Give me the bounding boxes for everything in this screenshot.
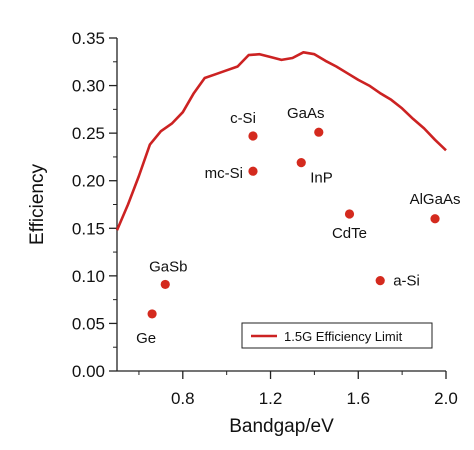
x-tick-label: 0.8 xyxy=(171,389,195,408)
data-point xyxy=(160,279,170,290)
x-axis-title: Bandgap/eV xyxy=(229,416,334,437)
x-tick-label: 1.2 xyxy=(259,389,283,408)
y-tick-label: 0.00 xyxy=(72,362,105,381)
point-label: a-Si xyxy=(393,273,420,290)
data-point xyxy=(248,131,258,141)
data-point xyxy=(344,209,355,219)
point-label: AlGaAs xyxy=(410,191,461,208)
point-label: Ge xyxy=(136,330,156,347)
y-tick-label: 0.05 xyxy=(72,314,105,333)
x-tick-label: 2.0 xyxy=(434,389,458,408)
data-point xyxy=(248,166,258,176)
efficiency-limit-line xyxy=(115,50,447,231)
data-point xyxy=(430,214,440,224)
data-point xyxy=(375,276,385,286)
point-label: CdTe xyxy=(332,225,367,242)
point-label: GaAs xyxy=(287,105,325,122)
y-tick-label: 0.25 xyxy=(72,124,105,143)
y-tick-label: 0.30 xyxy=(72,77,105,96)
data-point xyxy=(147,309,157,319)
data-point xyxy=(314,127,324,137)
y-tick-label: 0.35 xyxy=(72,29,105,48)
legend-label: 1.5G Efficiency Limit xyxy=(284,329,403,344)
y-axis-title: Efficiency xyxy=(27,164,48,245)
y-tick-label: 0.10 xyxy=(72,267,105,286)
point-label: GaSb xyxy=(149,258,187,275)
data-point xyxy=(296,158,306,168)
point-label: InP xyxy=(310,170,333,187)
y-tick-label: 0.20 xyxy=(72,172,105,191)
point-label: mc-Si xyxy=(205,165,243,182)
y-tick-label: 0.15 xyxy=(72,219,105,238)
point-label: c-Si xyxy=(230,110,256,127)
x-tick-label: 1.6 xyxy=(346,389,370,408)
